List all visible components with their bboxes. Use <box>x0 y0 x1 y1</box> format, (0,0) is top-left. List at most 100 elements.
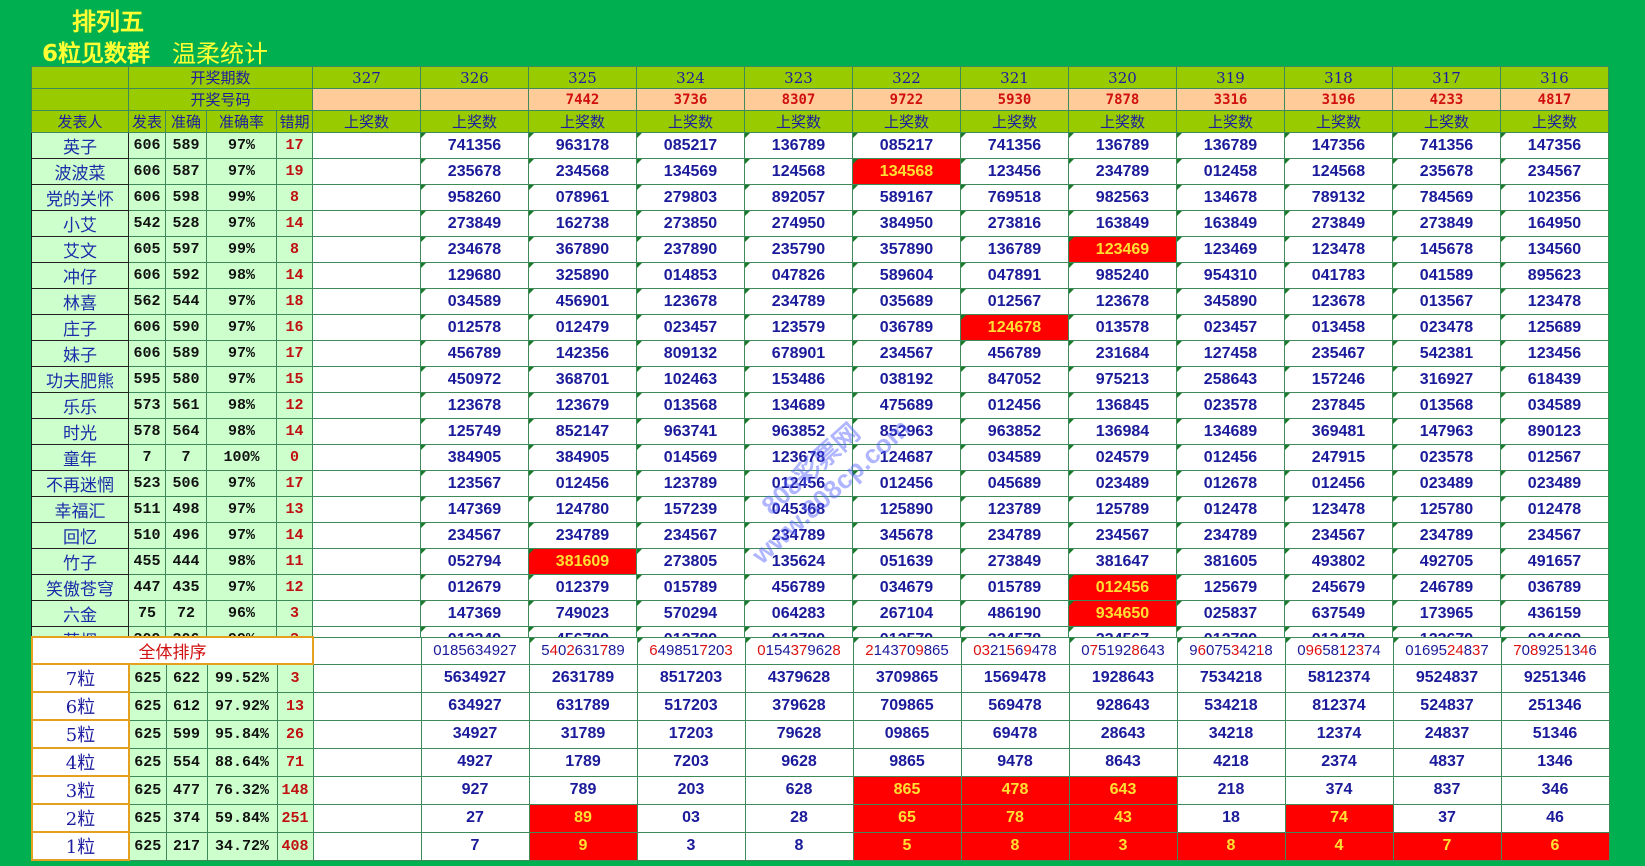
order-sequence: 5402631789 <box>528 636 638 665</box>
prediction-value: 124568 <box>1284 158 1393 185</box>
prediction-value: 123679 <box>528 392 637 419</box>
order-digit: 8 <box>832 642 841 659</box>
prediction-value: 125780 <box>1392 496 1501 523</box>
prediction-value: 015789 <box>960 574 1069 601</box>
posted-count: 511 <box>128 496 166 523</box>
prediction-value: 934650 <box>1068 600 1177 627</box>
prediction-value: 678901 <box>744 340 853 367</box>
posted-count: 75 <box>128 600 166 627</box>
group-value: 18 <box>1176 803 1286 833</box>
miss-count: 12 <box>276 392 313 419</box>
group-value: 1928643 <box>1068 663 1178 693</box>
prediction-value: 034589 <box>1500 392 1609 419</box>
order-digit: 2 <box>707 642 717 659</box>
order-digit: 3 <box>790 642 799 659</box>
group-value: 8 <box>1176 831 1286 861</box>
rate-header: 准确率 <box>206 110 277 133</box>
order-digit: 5 <box>1097 642 1107 659</box>
order-digit: 9 <box>1114 642 1123 659</box>
group-value: 631789 <box>528 691 638 721</box>
prediction-value: 234789 <box>1176 522 1285 549</box>
prediction-value: 345678 <box>852 522 961 549</box>
prediction-value: 234567 <box>1500 158 1609 185</box>
order-digit: 1 <box>691 642 700 659</box>
miss-count: 13 <box>276 496 313 523</box>
summary-row: 1粒 625 217 34.72% 408 7 9 3 8 5 8 3 8 4 7 6 <box>31 831 1610 861</box>
group-value: 65 <box>852 803 962 833</box>
order-digit: 9 <box>1023 642 1032 659</box>
order-sequence: 0154379628 <box>744 636 854 665</box>
prediction-value <box>312 340 421 367</box>
prediction-value: 012567 <box>960 288 1069 315</box>
prediction-value: 123456 <box>1500 340 1609 367</box>
prediction-value: 134689 <box>744 392 853 419</box>
group-value: 7203 <box>636 747 746 777</box>
winning-number: 4817 <box>1500 88 1609 111</box>
prediction-value: 456789 <box>420 340 529 367</box>
order-digit: 3 <box>1156 642 1165 659</box>
prize-header: 上奖数 <box>1392 110 1501 133</box>
order-digit: 2 <box>865 642 874 659</box>
order-digit: 9 <box>807 642 816 659</box>
period-number: 320 <box>1068 66 1177 89</box>
order-digit: 5 <box>773 642 783 659</box>
prediction-value <box>312 444 421 471</box>
prediction-value <box>312 470 421 497</box>
prediction-value: 492705 <box>1392 548 1501 575</box>
group-value: 1346 <box>1500 747 1610 777</box>
order-digit: 3 <box>1472 642 1481 659</box>
order-sequence: 0965812374 <box>1284 636 1394 665</box>
period-number: 326 <box>420 66 529 89</box>
order-digit: 4 <box>549 642 558 659</box>
correct-count: 597 <box>165 236 207 263</box>
order-digit: 7 <box>508 642 517 659</box>
prediction-value: 345890 <box>1176 288 1285 315</box>
summary-row: 4粒 625 554 88.64% 71 4927 1789 7203 9628 9865 9478… <box>31 747 1610 777</box>
correct-count: 589 <box>165 132 207 159</box>
group-value: 643 <box>1068 775 1178 805</box>
accuracy-rate: 76.32% <box>206 775 278 805</box>
prediction-value: 963852 <box>744 418 853 445</box>
order-digit: 7 <box>1214 642 1223 659</box>
prediction-value: 052794 <box>420 548 529 575</box>
accuracy-rate: 59.84% <box>206 803 278 833</box>
order-digit: 8 <box>449 642 459 659</box>
group-value: 4 <box>1284 831 1394 861</box>
winning-number: 7878 <box>1068 88 1177 111</box>
accuracy-rate: 97% <box>206 366 277 393</box>
prediction-value: 273849 <box>1284 210 1393 237</box>
table-row: 幸福汇 511 498 97% 13 147369 124780 157239 045368 12… <box>31 496 1609 523</box>
winning-number: 8307 <box>744 88 853 111</box>
order-digit: 0 <box>757 642 766 659</box>
prediction-value: 034589 <box>960 444 1069 471</box>
order-sequence: 6498517203 <box>636 636 746 665</box>
prediction-value: 023578 <box>1176 392 1285 419</box>
posted-count: 625 <box>128 831 167 861</box>
order-digit: 9 <box>1538 642 1547 659</box>
prediction-value: 012478 <box>1176 496 1285 523</box>
posted-count: 625 <box>128 691 167 721</box>
miss-count: 18 <box>276 288 313 315</box>
prediction-value <box>312 418 421 445</box>
publisher-name: 不再迷惘 <box>31 470 129 497</box>
posted-count: 606 <box>128 314 166 341</box>
prize-header: 上奖数 <box>852 110 961 133</box>
prize-header: 上奖数 <box>312 110 421 133</box>
order-sequence: 0321569478 <box>960 636 1070 665</box>
accuracy-rate: 99% <box>206 184 277 211</box>
correct-count: 498 <box>165 496 207 523</box>
prediction-value: 234567 <box>1068 522 1177 549</box>
prediction-value: 025837 <box>1176 600 1285 627</box>
order-sequence: 2143709865 <box>852 636 962 665</box>
group-value: 2631789 <box>528 663 638 693</box>
winning-number: 5930 <box>960 88 1069 111</box>
order-digit: 3 <box>890 642 899 659</box>
order-digit: 4 <box>1455 642 1464 659</box>
group-value: 928643 <box>1068 691 1178 721</box>
group-value: 524837 <box>1392 691 1502 721</box>
accuracy-rate: 98% <box>206 262 277 289</box>
prediction-value <box>312 392 421 419</box>
table-row: 时光 578 564 98% 14 125749 852147 963741 963852 852… <box>31 418 1609 445</box>
order-digit: 2 <box>1347 642 1356 659</box>
prediction-value: 047826 <box>744 262 853 289</box>
